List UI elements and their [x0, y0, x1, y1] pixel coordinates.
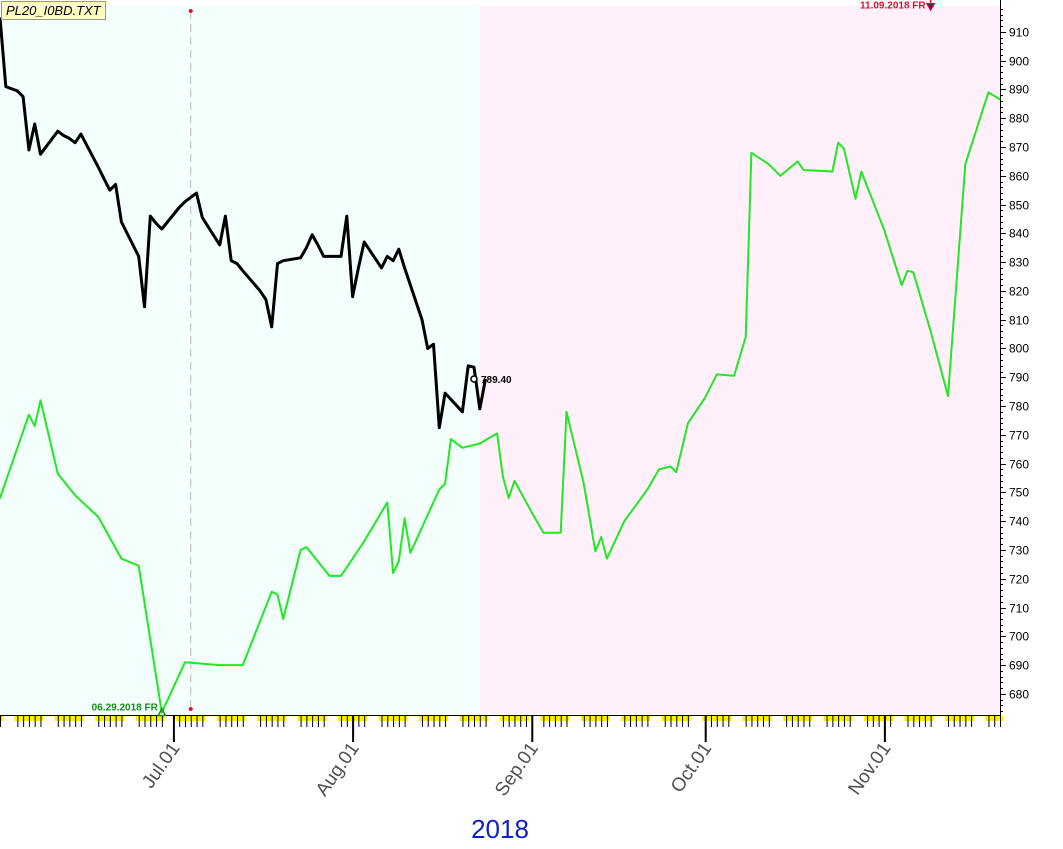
y-tick-label: 890 — [1009, 83, 1029, 97]
y-tick-label: 690 — [1009, 659, 1029, 673]
last-price-marker — [470, 375, 478, 383]
y-tick-label: 880 — [1009, 112, 1029, 126]
y-tick-label: 680 — [1009, 688, 1029, 702]
x-month-label: Sep.01 — [491, 739, 543, 800]
low-marker-triangle — [157, 706, 167, 717]
file-title: PL20_I0BD.TXT — [1, 1, 106, 20]
x-month-label: Oct.01 — [667, 739, 716, 797]
y-tick-label: 820 — [1009, 285, 1029, 299]
y-tick-label: 790 — [1009, 371, 1029, 385]
y-tick-label: 850 — [1009, 199, 1029, 213]
x-month-label: Nov.01 — [845, 739, 896, 799]
x-axis-year-label: 2018 — [471, 814, 529, 844]
y-tick-label: 870 — [1009, 141, 1029, 155]
y-tick-label: 730 — [1009, 544, 1029, 558]
y-tick-label: 720 — [1009, 573, 1029, 587]
vertical-marker-dot-bottom — [188, 707, 193, 711]
y-tick-label: 800 — [1009, 342, 1029, 356]
y-tick-label: 770 — [1009, 429, 1029, 443]
y-tick-label: 780 — [1009, 400, 1029, 414]
y-tick-label: 760 — [1009, 458, 1029, 472]
high-annotation-label: 11.09.2018 FR — [860, 0, 926, 11]
y-tick-label: 910 — [1009, 26, 1029, 40]
y-tick-label: 740 — [1009, 515, 1029, 529]
y-tick-label: 860 — [1009, 170, 1029, 184]
y-tick-label: 900 — [1009, 55, 1029, 69]
plot-background-right — [479, 6, 1000, 714]
projection-line — [0, 91, 1001, 714]
y-tick-label: 710 — [1009, 602, 1029, 616]
x-day-tick-box — [0, 716, 3, 721]
last-price-label: 789.40 — [481, 375, 512, 386]
y-tick-label: 750 — [1009, 486, 1029, 500]
y-tick-label: 830 — [1009, 256, 1029, 270]
low-annotation-label: 06.29.2018 FR — [92, 703, 159, 714]
high-marker-triangle — [925, 2, 936, 12]
y-tick-label: 840 — [1009, 227, 1029, 241]
x-month-label: Aug.01 — [312, 739, 364, 800]
price-line — [0, 17, 487, 430]
x-month-label: Jul.01 — [138, 739, 184, 793]
vertical-marker-dot-top — [188, 9, 193, 13]
y-tick-label: 700 — [1009, 630, 1029, 644]
y-tick-label: 810 — [1009, 314, 1029, 328]
plot-background-left — [0, 6, 480, 714]
